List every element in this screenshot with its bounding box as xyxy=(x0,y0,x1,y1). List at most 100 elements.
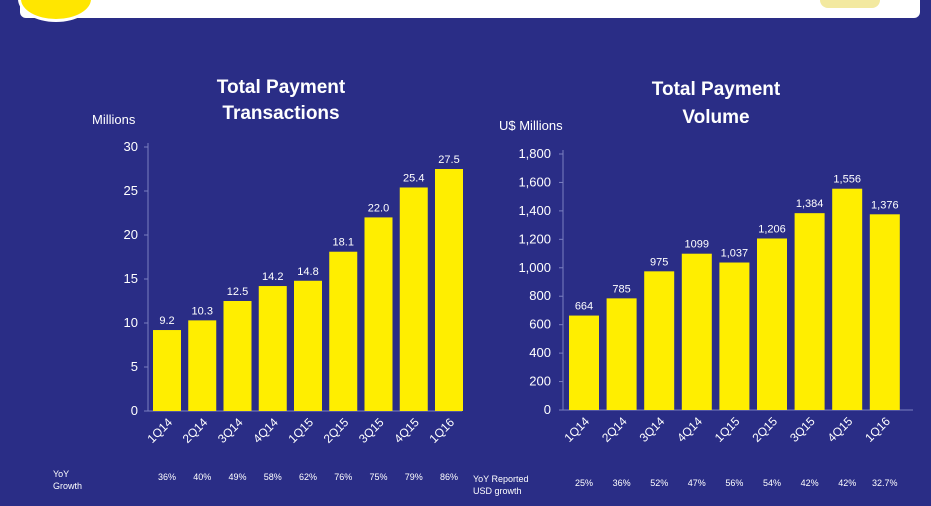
y-tick-label: 1,600 xyxy=(518,174,551,189)
bar-1Q14 xyxy=(569,315,599,410)
yoy-value: 86% xyxy=(440,472,458,482)
bar-2Q15 xyxy=(329,251,358,411)
x-tick-label: 2Q14 xyxy=(599,414,630,445)
y-tick-label: 25 xyxy=(124,183,138,198)
bar-1Q16 xyxy=(435,169,463,411)
y-tick-label: 10 xyxy=(124,315,138,330)
x-tick-label: 2Q14 xyxy=(180,415,211,446)
yoy-value: 40% xyxy=(193,472,211,482)
y-tick-label: 400 xyxy=(529,345,551,360)
chart-title-line-1: Total Payment xyxy=(217,77,346,98)
x-tick-label: 3Q15 xyxy=(356,415,387,446)
data-label: 12.5 xyxy=(227,286,248,298)
data-label: 1,556 xyxy=(833,174,861,186)
data-label: 785 xyxy=(612,283,630,295)
data-label: 975 xyxy=(650,256,668,268)
x-tick-label: 3Q14 xyxy=(637,414,668,445)
yoy-value: 62% xyxy=(299,472,317,482)
bar-4Q14 xyxy=(681,253,712,410)
chart-title-line-2: Volume xyxy=(682,107,749,128)
yoy-label-line-2: Growth xyxy=(53,481,82,491)
x-tick-label: 1Q15 xyxy=(285,415,316,446)
y-tick-label: 1,200 xyxy=(518,231,551,246)
yoy-value: 58% xyxy=(264,472,282,482)
data-label: 664 xyxy=(575,301,593,313)
yoy-label-line-1: YoY xyxy=(53,469,69,479)
y-tick-label: 0 xyxy=(131,403,138,418)
yoy-value: 76% xyxy=(334,472,352,482)
bar-3Q14 xyxy=(223,301,252,411)
yoy-label-line-1: YoY Reported xyxy=(473,474,529,484)
brand-logo xyxy=(820,0,880,8)
bar-2Q14 xyxy=(188,320,217,411)
data-label: 1,206 xyxy=(758,223,786,235)
x-tick-label: 1Q14 xyxy=(144,415,175,446)
x-tick-label: 4Q14 xyxy=(250,415,281,446)
data-label: 18.1 xyxy=(333,237,354,249)
data-label: 1,376 xyxy=(871,199,899,211)
data-label: 14.2 xyxy=(262,271,283,283)
x-tick-label: 2Q15 xyxy=(749,414,780,445)
yoy-value: 47% xyxy=(688,478,706,488)
bar-1Q16 xyxy=(869,214,900,410)
data-label: 10.3 xyxy=(192,305,213,317)
yoy-value: 36% xyxy=(158,472,176,482)
y-tick-label: 600 xyxy=(529,317,551,332)
yoy-value: 36% xyxy=(613,478,631,488)
x-tick-label: 3Q14 xyxy=(215,415,246,446)
data-label: 22.0 xyxy=(368,202,389,214)
x-tick-label: 2Q15 xyxy=(321,415,352,446)
y-tick-label: 5 xyxy=(131,359,138,374)
bar-4Q14 xyxy=(258,286,287,411)
y-tick-label: 1,800 xyxy=(518,146,551,161)
data-label: 9.2 xyxy=(159,315,174,327)
x-tick-label: 1Q14 xyxy=(561,414,592,445)
yoy-value: 75% xyxy=(369,472,387,482)
yoy-value: 42% xyxy=(801,478,819,488)
y-tick-label: 200 xyxy=(529,374,551,389)
data-label: 1,384 xyxy=(796,198,824,210)
x-tick-label: 3Q15 xyxy=(787,414,818,445)
chart-title-line-2: Transactions xyxy=(222,103,339,124)
plot-area: 0 200 400 600 800 1,000 1,200 1,400 1,600 1,800 66… xyxy=(518,146,913,488)
yoy-value: 56% xyxy=(725,478,743,488)
bar-3Q14 xyxy=(644,271,675,410)
yoy-value: 79% xyxy=(405,472,423,482)
data-label: 25.4 xyxy=(403,172,424,184)
yoy-value: 54% xyxy=(763,478,781,488)
data-label: 1,037 xyxy=(721,248,749,260)
bar-2Q14 xyxy=(606,298,637,410)
x-tick-label: 1Q15 xyxy=(712,414,743,445)
y-tick-label: 15 xyxy=(124,271,138,286)
bar-2Q15 xyxy=(757,238,787,410)
yoy-value: 49% xyxy=(228,472,246,482)
y-axis-unit-label: U$ Millions xyxy=(499,118,563,133)
y-tick-label: 0 xyxy=(544,402,551,417)
y-tick-label: 30 xyxy=(124,139,138,154)
transactions-chart: Total Payment Transactions Millions YoY … xyxy=(53,77,463,491)
bar-1Q15 xyxy=(719,262,750,410)
plot-area: 0 5 10 15 20 25 30 9.2 1Q14 36% 10.3 2Q14 40% 12.5 3Q1… xyxy=(124,139,463,482)
x-tick-label: 1Q16 xyxy=(862,414,893,445)
yoy-label-line-2: USD growth xyxy=(473,486,522,496)
bar-4Q15 xyxy=(399,187,428,411)
yoy-value: 25% xyxy=(575,478,593,488)
data-label: 1099 xyxy=(685,239,709,251)
top-banner xyxy=(20,0,920,18)
x-tick-label: 4Q15 xyxy=(825,414,856,445)
y-tick-label: 1,000 xyxy=(518,260,551,275)
y-tick-label: 1,400 xyxy=(518,203,551,218)
y-tick-label: 20 xyxy=(124,227,138,242)
x-tick-label: 4Q14 xyxy=(674,414,705,445)
y-tick-label: 800 xyxy=(529,288,551,303)
volume-chart: Total Payment Volume U$ Millions YoY Rep… xyxy=(473,79,913,496)
data-label: 27.5 xyxy=(438,154,459,166)
x-tick-label: 4Q15 xyxy=(391,415,422,446)
bar-1Q14 xyxy=(153,330,181,411)
yoy-value: 52% xyxy=(650,478,668,488)
bar-4Q15 xyxy=(832,188,863,410)
chart-title-line-1: Total Payment xyxy=(652,79,781,100)
yoy-value: 42% xyxy=(838,478,856,488)
yoy-value: 32.7% xyxy=(872,478,898,488)
bar-3Q15 xyxy=(794,213,825,410)
